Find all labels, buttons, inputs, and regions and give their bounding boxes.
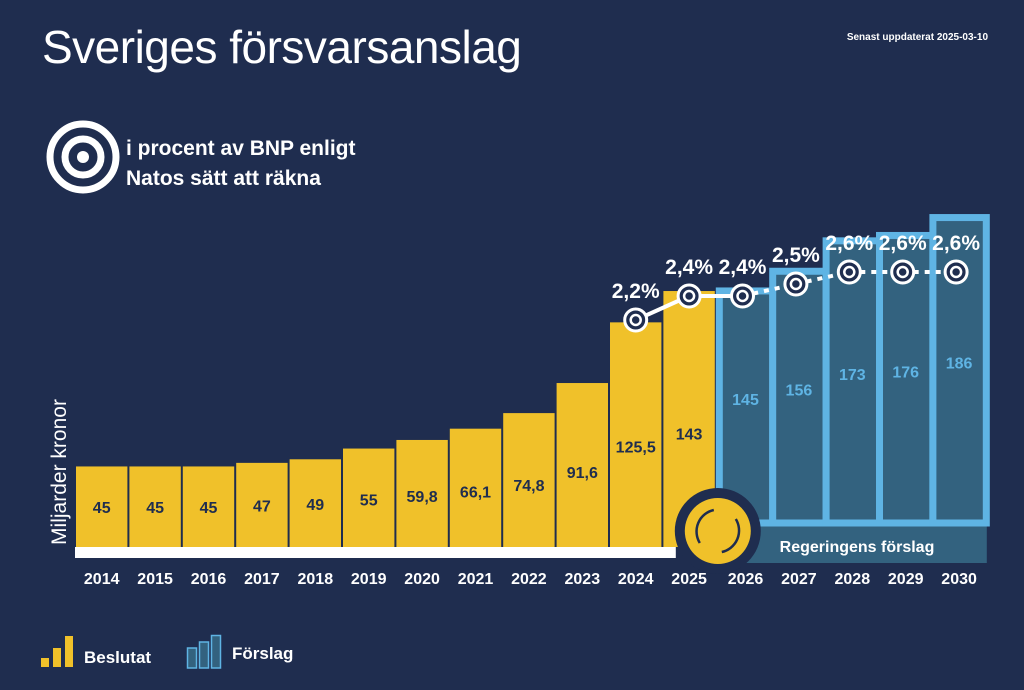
x-tick-label: 2017 <box>244 571 280 588</box>
bar-value-label: 156 <box>786 382 813 399</box>
gdp-share-marker-inner <box>789 277 803 291</box>
bar-value-label: 125,5 <box>616 440 656 457</box>
bar-2014 <box>76 466 128 547</box>
x-tick-label: 2023 <box>565 571 601 588</box>
gdp-share-label: 2,4% <box>665 256 713 279</box>
y-axis-label: Miljarder kronor <box>48 399 71 545</box>
yellow-bars-icon <box>41 636 73 667</box>
bar-value-label: 186 <box>946 356 973 373</box>
bar-value-label: 55 <box>360 493 378 510</box>
coin-icon <box>684 498 751 564</box>
gdp-share-marker-inner <box>629 313 642 327</box>
x-tick-label: 2030 <box>941 571 977 588</box>
x-tick-label: 2024 <box>618 571 654 588</box>
x-tick-label: 2020 <box>404 571 440 588</box>
x-tick-label: 2021 <box>458 571 494 588</box>
bar-2016 <box>182 466 235 547</box>
gdp-share-label: 2,2% <box>612 280 660 303</box>
bar-2018 <box>289 459 341 547</box>
bar-2017 <box>236 462 288 547</box>
bar-2023 <box>556 383 608 547</box>
gdp-share-marker-inner <box>682 289 696 303</box>
x-tick-label: 2016 <box>191 571 227 588</box>
last-updated: Senast uppdaterat 2025-03-10 <box>846 32 988 43</box>
page-title: Sveriges försvarsanslag <box>42 21 522 73</box>
bar-value-label: 176 <box>892 364 919 381</box>
x-tick-label: 2019 <box>351 571 387 588</box>
bar-2019 <box>343 448 395 547</box>
bar-2024 <box>610 322 662 547</box>
blue-bars-icon <box>186 634 222 669</box>
x-tick-label: 2018 <box>298 571 334 588</box>
bar-2028 <box>822 237 883 527</box>
gdp-share-label: 2,6% <box>879 232 927 255</box>
bar-value-label: 66,1 <box>460 484 491 501</box>
baseline <box>75 547 676 558</box>
bar-value-label: 45 <box>200 500 218 517</box>
bar-2027 <box>769 267 830 527</box>
coin-arc <box>721 518 741 554</box>
legend-decided-label: Beslutat <box>84 648 152 667</box>
bar-value-label: 47 <box>253 499 271 516</box>
legend-proposed: Förslag <box>186 634 293 670</box>
proposal-band-label: Regeringens förslag <box>780 539 935 556</box>
x-tick-label: 2029 <box>888 571 924 588</box>
gdp-share-marker-inner <box>736 289 749 303</box>
gdp-share-label: 2,5% <box>772 244 820 267</box>
x-tick-label: 2022 <box>511 571 547 588</box>
bar-value-label: 74,8 <box>513 478 544 495</box>
bar-value-label: 59,8 <box>407 489 438 506</box>
x-tick-label: 2028 <box>835 571 871 588</box>
bar-2015 <box>129 466 181 547</box>
bar-value-label: 143 <box>676 426 703 443</box>
coin-arc <box>695 508 715 544</box>
x-tick-label: 2025 <box>671 571 707 588</box>
gdp-share-label: 2,6% <box>825 232 873 255</box>
bar-2022 <box>503 413 555 547</box>
gdp-share-marker-inner <box>843 265 856 279</box>
subtitle-line-2: Natos sätt att räkna <box>126 167 321 190</box>
legend-decided: Beslutat <box>40 634 151 668</box>
gdp-share-label: 2,6% <box>932 232 980 255</box>
x-tick-label: 2027 <box>781 571 817 588</box>
bar-2020 <box>396 439 448 547</box>
target-icon <box>46 120 120 194</box>
legend-proposed-label: Förslag <box>232 644 294 663</box>
x-tick-label: 2026 <box>728 571 764 588</box>
bar-value-label: 173 <box>839 367 866 384</box>
gdp-share-label: 2,4% <box>719 256 767 279</box>
bar-value-label: 45 <box>146 500 164 517</box>
bar-value-label: 45 <box>93 500 111 517</box>
subtitle-line-1: i procent av BNP enligt <box>126 137 356 160</box>
bar-value-label: 91,6 <box>567 465 598 482</box>
gdp-share-marker-inner <box>896 265 909 279</box>
bar-2021 <box>449 428 502 547</box>
gdp-share-marker-inner <box>949 265 963 279</box>
x-tick-label: 2015 <box>137 571 173 588</box>
x-tick-label: 2014 <box>84 571 120 588</box>
bar-value-label: 49 <box>306 497 324 514</box>
bar-value-label: 145 <box>732 392 759 409</box>
subtitle: i procent av BNP enligt Natos sätt att r… <box>126 134 356 194</box>
